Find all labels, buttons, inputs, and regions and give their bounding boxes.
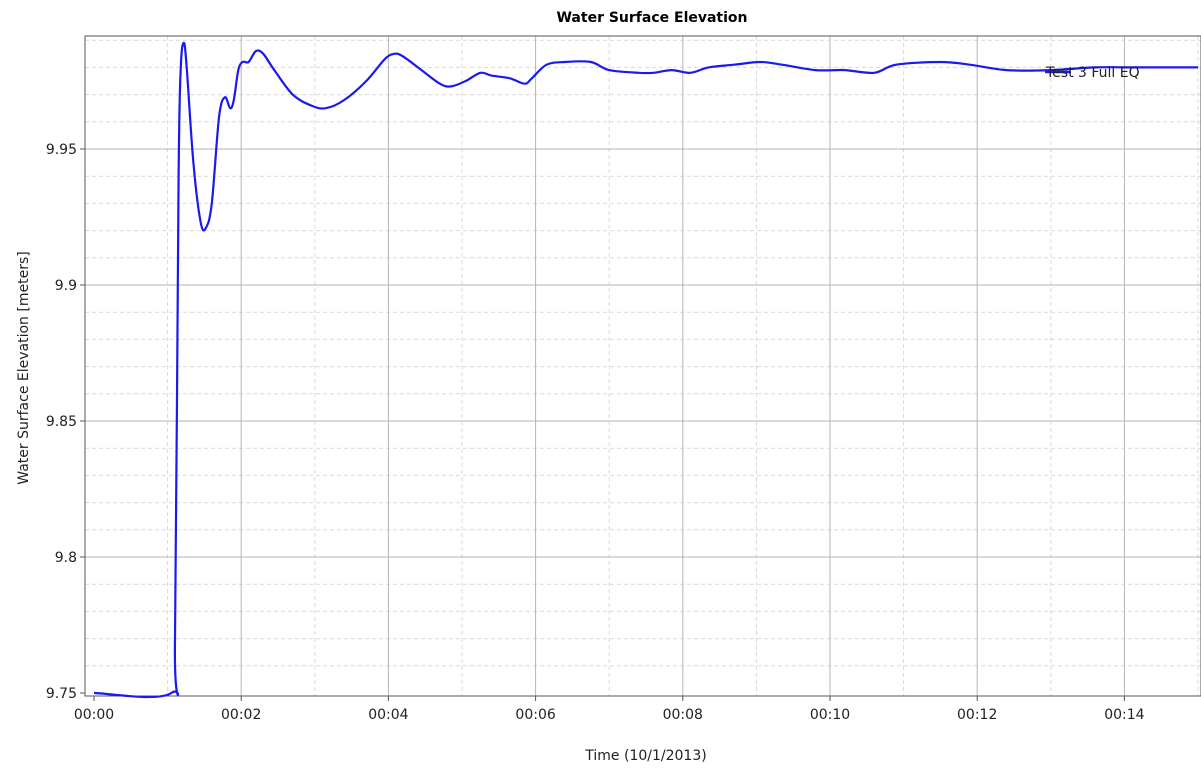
legend: Test 3 Full EQ — [1045, 65, 1140, 81]
x-axis-label: Time (10/1/2013) — [584, 748, 706, 764]
y-tick-label: 9.8 — [55, 550, 77, 566]
x-tick-label: 00:12 — [957, 707, 997, 723]
x-tick-label: 00:02 — [221, 707, 261, 723]
x-tick-label: 00:08 — [663, 707, 703, 723]
major-gridlines — [85, 36, 1201, 696]
x-tick-label: 00:04 — [368, 707, 408, 723]
series-line-0 — [93, 41, 1198, 699]
y-axis-label: Water Surface Elevation [meters] — [16, 251, 32, 484]
x-tick-label: 00:14 — [1104, 707, 1144, 723]
plot-frame — [84, 35, 1201, 697]
y-axis-ticks: 9.75 9.8 9.85 9.9 9.95 — [46, 142, 85, 702]
x-tick-label: 00:00 — [74, 707, 114, 723]
y-tick-label: 9.9 — [55, 278, 77, 294]
chart-title: Water Surface Elevation — [556, 10, 747, 26]
x-tick-label: 00:06 — [515, 707, 555, 723]
y-tick-label: 9.75 — [46, 686, 77, 702]
x-tick-label: 00:10 — [810, 707, 850, 723]
y-tick-label: 9.85 — [46, 414, 77, 430]
y-tick-label: 9.95 — [46, 142, 77, 158]
legend-label-test-3-full-eq: Test 3 Full EQ — [1045, 65, 1140, 81]
minor-gridlines — [85, 36, 1201, 696]
series-layer — [93, 41, 1198, 699]
x-axis-ticks: 00:00 00:02 00:04 00:06 00:08 00:10 00:12 00:14 — [74, 696, 1145, 723]
